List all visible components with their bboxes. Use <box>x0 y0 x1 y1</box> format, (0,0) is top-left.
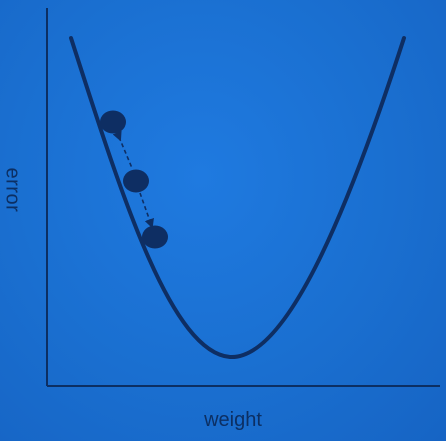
ball-step-1 <box>100 110 126 134</box>
ball-step-3 <box>142 225 168 249</box>
error-curve <box>69 36 406 360</box>
ball-step-2 <box>123 169 149 193</box>
y-axis-label: error <box>1 167 24 213</box>
step-arrow-1 <box>112 130 133 169</box>
step-arrow-2 <box>139 192 154 229</box>
x-axis-label: weight <box>204 409 262 431</box>
